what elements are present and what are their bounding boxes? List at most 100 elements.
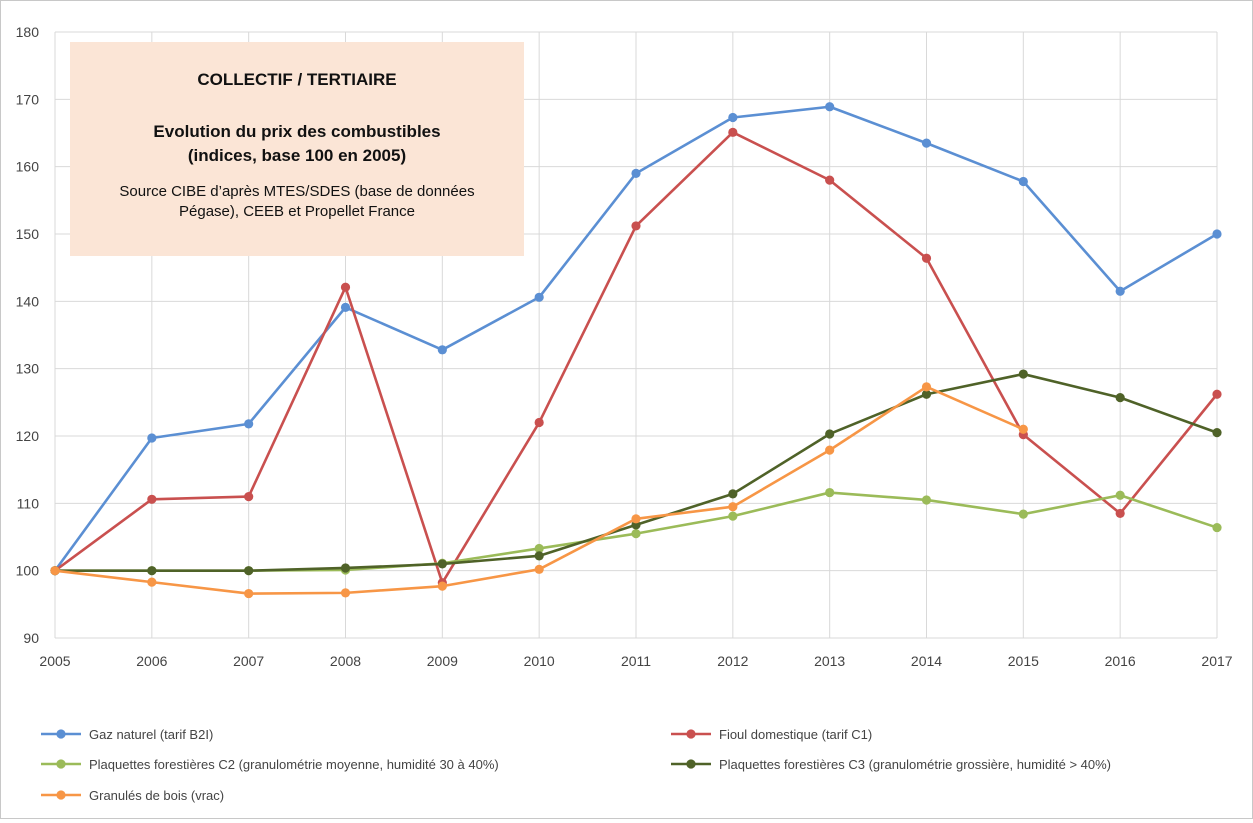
data-point [534, 564, 544, 574]
data-point [534, 417, 544, 428]
data-point [244, 566, 254, 576]
data-point [1018, 509, 1028, 519]
data-point [1212, 428, 1222, 438]
x-tick-label: 2016 [1105, 653, 1136, 669]
chart-title-box: COLLECTIF / TERTIAIRE Evolution du prix … [70, 42, 524, 256]
x-tick-label: 2005 [39, 653, 70, 669]
data-point [1115, 286, 1125, 296]
x-tick-label: 2006 [136, 653, 167, 669]
legend-swatch-marker [56, 759, 66, 769]
data-point [921, 382, 932, 392]
y-tick-label: 100 [16, 563, 40, 579]
data-point [631, 514, 641, 524]
y-tick-label: 110 [17, 495, 40, 511]
data-point [147, 566, 157, 576]
series-layer [50, 102, 1222, 599]
data-point [1115, 393, 1125, 403]
x-tick-label: 2015 [1008, 653, 1039, 669]
legend-swatch-marker [56, 790, 66, 800]
x-tick-label: 2011 [621, 653, 651, 669]
y-tick-label: 130 [16, 361, 40, 377]
x-tick-label: 2007 [233, 653, 264, 669]
data-point [244, 588, 254, 599]
data-point [921, 495, 932, 505]
data-point [1115, 508, 1125, 519]
legend: Gaz naturel (tarif B2I) Fioul domestique … [41, 727, 1111, 803]
data-point [147, 433, 157, 443]
data-point [1018, 424, 1028, 434]
x-tick-label: 2009 [427, 653, 458, 669]
data-point [244, 419, 254, 429]
legend-label: Plaquettes forestières C2 (granulométrie… [89, 757, 499, 772]
data-point [1212, 522, 1222, 533]
chart-subtitle: Evolution du prix des combustibles (indi… [153, 122, 441, 165]
data-point [534, 543, 544, 554]
x-tick-label: 2010 [524, 653, 555, 669]
data-point [147, 577, 157, 587]
data-point [244, 492, 254, 502]
legend-entry: Plaquettes forestières C2 (granulométrie… [41, 757, 499, 772]
legend-label: Gaz naturel (tarif B2I) [89, 727, 213, 742]
y-tick-label: 150 [16, 226, 40, 242]
legend-entry: Plaquettes forestières C3 (granulométrie… [671, 757, 1111, 772]
legend-swatch-marker [686, 729, 696, 739]
data-point [50, 566, 60, 576]
data-point [534, 551, 544, 561]
y-tick-label: 170 [16, 91, 40, 107]
legend-entry: Granulés de bois (vrac) [41, 788, 224, 803]
data-point [825, 175, 835, 185]
series-5 [50, 382, 1028, 599]
data-point [534, 292, 544, 302]
legend-entry: Gaz naturel (tarif B2I) [41, 727, 213, 742]
chart-source-note: Source CIBE d’après MTES/SDES (base de d… [119, 183, 475, 220]
data-point [340, 282, 351, 292]
data-point [1018, 369, 1028, 379]
data-point [825, 429, 835, 439]
data-point [147, 494, 157, 504]
data-point [728, 127, 738, 137]
data-point [631, 168, 641, 178]
legend-entry: Fioul domestique (tarif C1) [671, 727, 872, 742]
data-point [1115, 490, 1125, 500]
data-point [340, 563, 351, 573]
data-point [631, 221, 641, 231]
data-point [921, 253, 932, 263]
data-point [728, 502, 738, 512]
series-1 [50, 102, 1222, 576]
data-point [921, 138, 932, 148]
data-point [340, 588, 351, 598]
y-tick-label: 140 [16, 293, 40, 309]
data-point [437, 581, 447, 591]
data-point [437, 559, 447, 569]
data-point [437, 345, 447, 355]
x-tick-label: 2014 [911, 653, 942, 669]
data-point [1212, 229, 1222, 239]
legend-label: Plaquettes forestières C3 (granulométrie… [719, 757, 1111, 772]
data-point [728, 511, 738, 521]
x-tick-label: 2008 [330, 653, 361, 669]
x-tick-label: 2012 [717, 653, 748, 669]
legend-label: Fioul domestique (tarif C1) [719, 727, 872, 742]
y-tick-label: 160 [16, 159, 40, 175]
chart-title: COLLECTIF / TERTIAIRE [197, 70, 397, 89]
legend-swatch-marker [686, 759, 696, 769]
data-point [340, 302, 351, 312]
legend-swatch-marker [56, 729, 66, 739]
data-point [825, 487, 835, 498]
data-point [825, 445, 835, 455]
data-point [728, 489, 738, 499]
data-point [825, 102, 835, 112]
data-point [1212, 389, 1222, 399]
data-point [1018, 176, 1028, 187]
x-tick-label: 2017 [1201, 653, 1232, 669]
y-tick-label: 120 [16, 428, 40, 444]
y-tick-label: 180 [16, 24, 40, 40]
axis-layer: 90 100 110 120 130 140 150 160 170 180 2005 2006 200… [16, 24, 1233, 669]
data-point [631, 529, 641, 539]
x-tick-label: 2013 [814, 653, 845, 669]
data-point [921, 389, 932, 399]
legend-label: Granulés de bois (vrac) [89, 788, 224, 803]
y-tick-label: 90 [23, 630, 39, 646]
data-point [728, 112, 738, 123]
